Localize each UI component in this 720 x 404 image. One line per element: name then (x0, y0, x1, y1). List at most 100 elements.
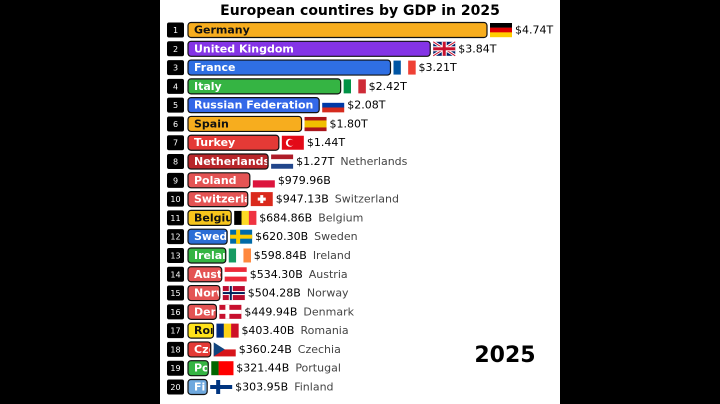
rank-box (167, 78, 184, 94)
value-label: $620.30B (255, 230, 308, 243)
flag-stripe (271, 154, 294, 160)
bar (187, 78, 342, 95)
bar-name: Spain (194, 117, 229, 130)
flag-crescent (287, 139, 295, 146)
flag (393, 60, 416, 75)
bar (187, 209, 232, 226)
outside-name: Sweden (314, 230, 357, 243)
value-label: $449.94B (244, 305, 297, 318)
rank-label: 9 (173, 176, 178, 185)
value-label: $321.44B (236, 362, 289, 375)
flag (250, 192, 273, 207)
flag-cross (433, 47, 456, 51)
flag-stripe (211, 361, 219, 376)
rank-box (167, 304, 184, 320)
flag-cross (210, 385, 233, 389)
rank-box (167, 341, 184, 357)
bar (187, 153, 269, 170)
bar-name: Italy (194, 80, 222, 93)
flag-stripe (490, 27, 512, 33)
flag-stripe (322, 107, 345, 113)
flag-stripe (225, 361, 234, 376)
flag-stripe (213, 342, 236, 350)
bar (187, 247, 227, 264)
outside-name: Czechia (298, 343, 341, 356)
bar (187, 303, 217, 320)
flag (343, 79, 366, 94)
bar-name: Belgium (194, 211, 245, 224)
flag-stripe (271, 163, 294, 169)
flag-stripe (243, 248, 251, 263)
rank-box (167, 116, 184, 132)
outside-name: Romania (300, 324, 348, 337)
rank-box (167, 247, 184, 263)
bar-name: Turkey (194, 136, 235, 149)
outside-name: Belgium (318, 211, 363, 224)
value-label: $403.40B (241, 324, 294, 337)
flag (490, 23, 512, 38)
rank-label: 3 (173, 64, 178, 73)
rank-label: 5 (173, 101, 178, 110)
flag (322, 98, 345, 113)
flag-stripe (234, 210, 242, 225)
bar-name: Netherlands (194, 155, 271, 168)
outside-name: Denmark (303, 305, 354, 318)
flag (216, 323, 239, 338)
rank-label: 14 (170, 270, 180, 279)
bar (187, 40, 431, 57)
value-label: $598.84B (254, 249, 307, 262)
bar (187, 378, 208, 396)
rank-label: 16 (170, 308, 180, 317)
bar-name: Portugal (194, 362, 247, 375)
rank-label: 2 (173, 45, 178, 54)
flag-stripe (304, 120, 327, 125)
bar (187, 97, 320, 114)
flag (213, 342, 236, 357)
flag-stripe (304, 127, 327, 132)
flag (271, 154, 294, 169)
flag (210, 380, 233, 394)
rank-label: 20 (170, 383, 180, 392)
flag-stripe (224, 271, 247, 277)
flag (211, 361, 234, 376)
rank-label: 11 (170, 214, 180, 223)
value-label: $1.80T (330, 117, 368, 130)
value-label: $684.86B (259, 211, 312, 224)
bar-name: Austria (194, 268, 239, 281)
rank-box (167, 266, 184, 282)
flag (234, 210, 257, 225)
rank-box (167, 191, 184, 207)
rank-label: 8 (173, 158, 178, 167)
outside-name: Austria (309, 268, 348, 281)
rank-label: 13 (170, 251, 180, 260)
bar-name: Sweden (194, 230, 243, 243)
flag (228, 248, 251, 263)
flag-stripe (252, 173, 275, 181)
rank-label: 17 (170, 327, 180, 336)
value-label: $3.21T (418, 61, 456, 74)
bar (187, 191, 249, 208)
flag-cross (257, 197, 266, 201)
rank-box (167, 41, 184, 57)
bar (187, 59, 392, 76)
flag-stripe (358, 79, 366, 94)
flag-stripe (224, 276, 247, 282)
flag (252, 173, 275, 188)
rank-label: 4 (173, 82, 178, 91)
bar-name: Switzerland (194, 193, 267, 206)
value-label: $947.13B (276, 193, 329, 206)
bar (187, 172, 251, 189)
year-label: 2025 (474, 343, 535, 368)
bar (187, 266, 223, 283)
rank-box (167, 229, 184, 245)
flag-stripe (400, 60, 409, 75)
bar-name: Poland (194, 174, 237, 187)
value-label: $3.84T (458, 42, 496, 55)
bar (187, 360, 209, 377)
flag (230, 229, 253, 244)
rank-box (167, 154, 184, 170)
flag-stripe (408, 60, 416, 75)
bar-name: France (194, 61, 235, 74)
